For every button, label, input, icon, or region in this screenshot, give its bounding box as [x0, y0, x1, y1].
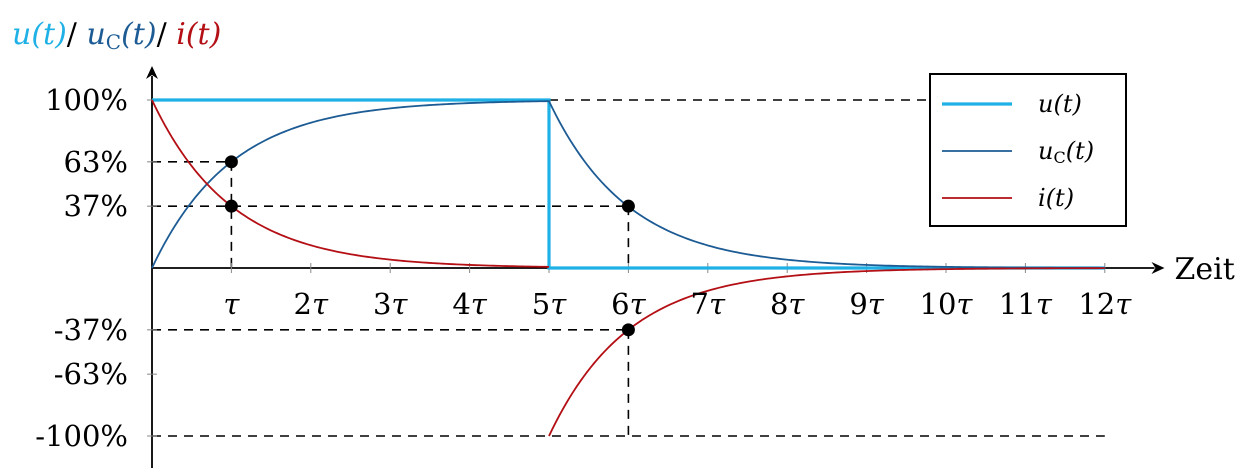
legend: u(t)uC(t)i(t): [929, 73, 1127, 227]
tick-tau: τ: [550, 287, 567, 321]
x-tick-label: 11τ: [999, 287, 1053, 321]
tick-tau: τ: [788, 287, 805, 321]
x-tick-label: 3τ: [373, 287, 408, 321]
data-point-marker: [621, 323, 635, 337]
y-tick-label: -37%: [54, 313, 128, 347]
x-tick-label: 10τ: [920, 287, 974, 321]
y-axis-arrow: [146, 66, 158, 79]
x-axis-label: Zeit: [1175, 252, 1235, 287]
markers: [224, 155, 635, 337]
reference-lines: [152, 99, 1105, 437]
legend-box: [929, 73, 1127, 227]
legend-label-sub: C: [1053, 148, 1065, 167]
tick-number: 4: [452, 287, 470, 321]
legend-label: u(t): [1038, 90, 1082, 118]
tick-number: 6: [611, 287, 629, 321]
tick-tau: τ: [868, 287, 885, 321]
x-tick-label: 4τ: [452, 287, 487, 321]
tick-tau: τ: [1115, 287, 1132, 321]
x-tick-label: 5τ: [532, 287, 567, 321]
x-tick-label: 7τ: [691, 287, 726, 321]
title-part: (t): [121, 17, 156, 52]
tick-tau: τ: [312, 287, 329, 321]
legend-label-suffix: (t): [1066, 137, 1094, 165]
tick-number: 10: [920, 287, 957, 321]
title-part: u: [86, 17, 105, 52]
tick-tau: τ: [630, 287, 647, 321]
x-axis-arrow: [1151, 262, 1165, 274]
tick-number: 8: [770, 287, 788, 321]
tick-number: 3: [373, 287, 391, 321]
tick-tau: τ: [1036, 287, 1053, 321]
title-text: u(t)/ uC(t)/ i(t): [12, 17, 221, 54]
chart-title: u(t)/ uC(t)/ i(t): [12, 17, 221, 54]
title-part: /: [67, 17, 87, 52]
legend-label-suffix: (t): [1046, 184, 1074, 212]
tick-number: 11: [999, 287, 1036, 321]
data-point-marker: [621, 199, 635, 213]
tick-number: 2: [294, 287, 312, 321]
x-tick-label: 2τ: [294, 287, 329, 321]
legend-label: uC(t): [1038, 137, 1094, 167]
tick-number: 7: [691, 287, 709, 321]
tick-tau: τ: [709, 287, 726, 321]
title-subscript: C: [106, 30, 121, 54]
y-tick-label: 100%: [45, 83, 128, 117]
series-lines: [151, 98, 1105, 437]
tick-tau: τ: [956, 287, 973, 321]
legend-label-base: u: [1038, 90, 1053, 118]
x-tick-label: 12τ: [1078, 287, 1132, 321]
series-line-ut: [152, 98, 1105, 270]
y-tick-label: 37%: [64, 189, 128, 223]
y-tick-label: -63%: [54, 357, 128, 391]
title-part: /: [157, 17, 177, 52]
data-point-marker: [224, 199, 238, 213]
tick-number: 5: [532, 287, 550, 321]
legend-label: i(t): [1038, 184, 1074, 212]
title-part: i(t): [176, 17, 221, 52]
series-line-uct: [151, 100, 1105, 269]
legend-label-base: i: [1038, 184, 1046, 212]
x-tick-label: τ: [223, 287, 240, 321]
tick-number: 12: [1078, 287, 1115, 321]
tick-tau: τ: [471, 287, 488, 321]
title-part: u(t): [12, 17, 67, 52]
data-point-marker: [224, 155, 238, 169]
x-tick-label: 6τ: [611, 287, 646, 321]
tick-labels: τ 2τ 3τ 4τ 5τ 6τ 7τ 8τ 9τ 10τ 11τ 12τ100%63%37%-37%…: [35, 83, 1234, 453]
tick-tau: τ: [391, 287, 408, 321]
y-tick-label: -100%: [35, 419, 128, 453]
tick-number: 9: [849, 287, 867, 321]
tick-tau: τ: [223, 287, 240, 321]
legend-label-suffix: (t): [1053, 90, 1081, 118]
x-tick-label: 8τ: [770, 287, 805, 321]
legend-label-base: u: [1038, 137, 1053, 165]
series-line-it: [151, 99, 1105, 437]
y-tick-label: 63%: [64, 145, 128, 179]
x-tick-label: 9τ: [849, 287, 884, 321]
